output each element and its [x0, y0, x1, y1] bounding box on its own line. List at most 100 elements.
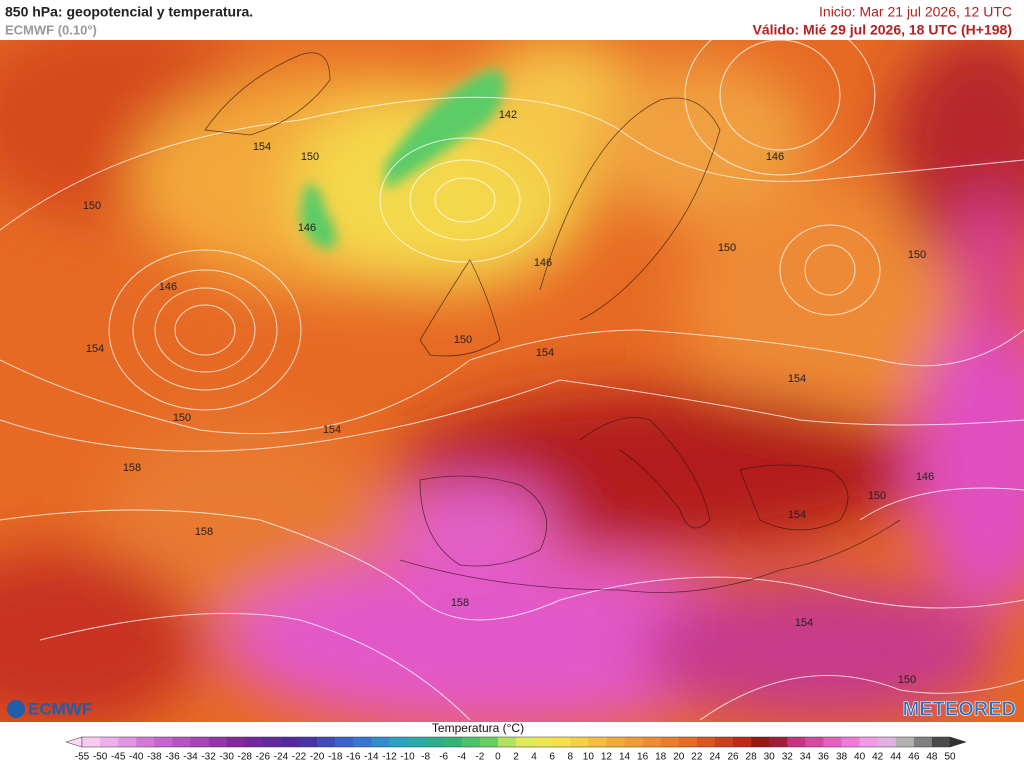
colorbar-bin	[823, 737, 842, 747]
colorbar-bin	[425, 737, 444, 747]
colorbar-bin	[353, 737, 372, 747]
contour-label: 146	[766, 151, 784, 163]
contour-label: 154	[323, 424, 341, 436]
temperature-field	[0, 40, 1024, 722]
colorbar-tick-label: -30	[219, 752, 234, 763]
colorbar-tick-label: 46	[908, 752, 920, 763]
contour-label: 150	[898, 674, 916, 686]
colorbar-bin	[751, 737, 770, 747]
contour-label: 142	[499, 109, 517, 121]
colorbar-bin	[461, 737, 481, 747]
colorbar-tick-label: 10	[583, 752, 595, 763]
colorbar-bin	[118, 737, 137, 747]
colorbar-tick-label: 38	[836, 752, 848, 763]
colorbar-bin	[226, 737, 246, 747]
colorbar-end	[949, 736, 967, 748]
colorbar-bin	[642, 737, 661, 747]
colorbar-bin	[280, 737, 300, 747]
colorbar-tick-label: 28	[746, 752, 758, 763]
colorbar-tick-label: -18	[328, 752, 343, 763]
colorbar-tick-label: -50	[93, 752, 108, 763]
colorbar-bin	[931, 737, 951, 747]
colorbar-tick-label: -22	[292, 752, 307, 763]
colorbar-tick-label: -20	[310, 752, 325, 763]
colorbar-tick-label: 14	[619, 752, 631, 763]
meteored-logo: METEORED	[903, 698, 1016, 720]
colorbar-bin	[244, 737, 264, 747]
contours	[0, 40, 1024, 721]
contour-label: 146	[298, 222, 316, 234]
colorbar-tick-label: -8	[421, 752, 430, 763]
colorbar-bin	[588, 737, 607, 747]
colorbar-tick-label: 16	[637, 752, 649, 763]
colorbar-tick-label: -45	[111, 752, 126, 763]
colorbar-tick-label: -28	[238, 752, 253, 763]
colorbar-bin	[208, 737, 227, 747]
init-time: Inicio: Mar 21 jul 2026, 12 UTC	[819, 4, 1012, 20]
colorbar-tick-label: 48	[926, 752, 938, 763]
colorbar-tick-label: 26	[727, 752, 739, 763]
colorbar-bin	[262, 737, 282, 747]
contour-label: 146	[916, 471, 934, 483]
colorbar-tick-label: 40	[854, 752, 866, 763]
valid-time: Válido: Mié 29 jul 2026, 18 UTC (H+198)	[753, 22, 1013, 38]
ecmwf-logo: ECMWF	[28, 699, 92, 718]
colorbar-tick-label: 4	[531, 752, 537, 763]
colorbar-bin	[371, 737, 390, 747]
colorbar-bin	[769, 737, 788, 747]
contour-label: 150	[908, 249, 926, 261]
colorbar-bin	[497, 737, 517, 747]
contour-label: 150	[173, 412, 191, 424]
colorbar-bin	[714, 737, 734, 747]
contour-label: 158	[451, 597, 469, 609]
colorbar-bin	[317, 737, 336, 747]
colorbar-tick-label: 12	[601, 752, 613, 763]
colorbar-tick-label: -55	[75, 752, 90, 763]
contour-label: 154	[86, 343, 104, 355]
coastlines	[204, 52, 901, 593]
contour-label: 146	[159, 281, 177, 293]
colorbar-tick-label: 36	[818, 752, 830, 763]
colorbar-bin	[443, 737, 463, 747]
colorbar-bin	[82, 737, 101, 747]
colorbar-frame	[81, 736, 951, 748]
colorbar-bin	[516, 737, 535, 747]
colorbar-bin	[895, 737, 915, 747]
colorbar-tick-label: 42	[872, 752, 884, 763]
contour-label: 150	[868, 490, 886, 502]
colorbar-bin	[407, 737, 426, 747]
colorbar-tick-label: 6	[549, 752, 555, 763]
model: ECMWF (0.10°)	[5, 22, 97, 37]
contour-label: 150	[301, 151, 319, 163]
colorbar-tick-label: 18	[655, 752, 667, 763]
colorbar-tick-label: -40	[129, 752, 144, 763]
contour-label: 158	[195, 526, 213, 538]
colorbar-tick-label: 22	[691, 752, 703, 763]
colorbar-tick-label: 50	[944, 752, 956, 763]
title: 850 hPa: geopotencial y temperatura.	[5, 4, 253, 20]
contour-label: 154	[788, 373, 806, 385]
contour-label: 154	[253, 141, 271, 153]
colorbar-bin	[696, 737, 716, 747]
contour-label: 154	[788, 509, 806, 521]
colorbar-tick-label: -24	[274, 752, 289, 763]
colorbar-bin	[299, 737, 318, 747]
colorbar-tick-label: -6	[439, 752, 448, 763]
colorbar-bin	[479, 737, 499, 747]
contour-label: 146	[534, 257, 552, 269]
colorbar-tick-label: 2	[513, 752, 519, 763]
colorbar-tick-label: -12	[382, 752, 397, 763]
contour-label: 150	[454, 334, 472, 346]
colorbar-bin	[805, 737, 824, 747]
contour-label: 154	[536, 347, 554, 359]
colorbar-tick-label: 8	[567, 752, 573, 763]
colorbar-bin	[606, 737, 625, 747]
colorbar-bin	[913, 737, 933, 747]
colorbar-bin	[335, 737, 354, 747]
colorbar-tick-label: -38	[147, 752, 162, 763]
colorbar-tick-label: 0	[495, 752, 501, 763]
colorbar-bin	[787, 737, 806, 747]
ecmwf-icon	[7, 700, 25, 718]
